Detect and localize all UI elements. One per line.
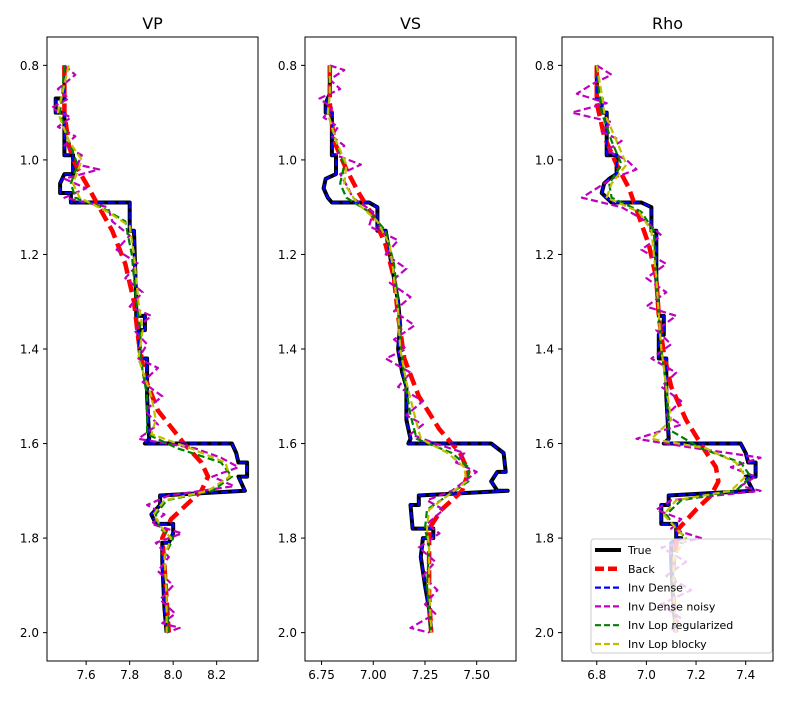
- panel-title: VP: [142, 14, 163, 33]
- x-tick-label: 7.00: [360, 668, 387, 682]
- y-tick-label: 1.4: [20, 343, 39, 357]
- x-tick-label: 7.50: [463, 668, 490, 682]
- series-back: [62, 65, 211, 633]
- axes-frame: [46, 36, 259, 662]
- series-back: [594, 65, 721, 633]
- legend-label-inv-lop-blocky: Inv Lop blocky: [628, 638, 707, 651]
- x-tick-label: 6.75: [308, 668, 335, 682]
- y-tick-label: 1.2: [20, 248, 39, 262]
- series-true: [53, 65, 250, 633]
- y-tick-label: 1.2: [535, 248, 554, 262]
- series-group: [570, 64, 762, 634]
- series-inv-dense-noisy: [50, 64, 240, 634]
- panel-title: VS: [400, 14, 421, 33]
- y-tick-label: 1.8: [20, 532, 39, 546]
- y-tick-label: 1.0: [278, 153, 297, 167]
- y-tick-label: 0.8: [20, 59, 39, 73]
- y-tick-label: 1.8: [535, 532, 554, 546]
- series-inv-dense: [322, 65, 509, 633]
- panel-rho: Rho 0.8 1.0 1.2 1.4 1.6 1.8 2.0 6.8 7.0 7.2 7.4 True…: [535, 14, 774, 682]
- series-inv-lop-blocky: [595, 65, 747, 633]
- panel-vp: VP 0.8 1.0 1.2 1.4 1.6 1.8 2.0 7.6 7.8 8.0 8.2: [20, 14, 259, 682]
- y-tick-label: 1.6: [20, 437, 39, 451]
- series-inv-lop-regularized: [326, 65, 470, 633]
- series-inv-lop-blocky: [56, 65, 231, 633]
- series-group: [318, 64, 510, 634]
- legend-label-inv-lop-regularized: Inv Lop regularized: [628, 619, 733, 632]
- y-tick-label: 1.8: [278, 532, 297, 546]
- y-tick-label: 1.6: [278, 437, 297, 451]
- legend: True Back Inv Dense Inv Dense noisy Inv Lop …: [590, 538, 773, 654]
- x-tick-label: 6.8: [587, 668, 606, 682]
- y-tick-label: 1.2: [278, 248, 297, 262]
- series-true: [321, 65, 510, 633]
- y-tick-label: 1.4: [535, 343, 554, 357]
- y-tick-label: 1.0: [535, 153, 554, 167]
- y-tick-label: 2.0: [278, 626, 297, 640]
- x-tick-label: 7.4: [736, 668, 755, 682]
- series-inv-dense: [54, 65, 249, 633]
- y-tick-label: 1.0: [20, 153, 39, 167]
- legend-label-back: Back: [628, 563, 655, 576]
- series-group: [50, 64, 250, 634]
- series-inv-lop-blocky: [326, 65, 468, 633]
- x-tick-label: 7.25: [412, 668, 439, 682]
- y-tick-label: 2.0: [20, 626, 39, 640]
- x-tick-label: 7.8: [120, 668, 139, 682]
- y-tick-label: 0.8: [278, 59, 297, 73]
- x-tick-label: 7.2: [687, 668, 706, 682]
- legend-label-inv-dense-noisy: Inv Dense noisy: [628, 600, 716, 613]
- panel-vs: VS 0.8 1.0 1.2 1.4 1.6 1.8 2.0 6.75 7.00 7.25 7.50: [278, 14, 517, 682]
- x-tick-label: 7.6: [77, 668, 96, 682]
- legend-label-inv-dense: Inv Dense: [628, 582, 683, 595]
- series-back: [327, 65, 471, 633]
- y-tick-label: 0.8: [535, 59, 554, 73]
- y-tick-label: 2.0: [535, 626, 554, 640]
- y-tick-label: 1.6: [535, 437, 554, 451]
- legend-box: [590, 538, 773, 654]
- x-tick-label: 7.0: [637, 668, 656, 682]
- panel-title: Rho: [652, 14, 683, 33]
- legend-label-true: True: [627, 544, 652, 557]
- x-tick-label: 8.2: [207, 668, 226, 682]
- series-inv-lop-regularized: [59, 65, 233, 633]
- x-tick-label: 8.0: [164, 668, 183, 682]
- y-tick-label: 1.4: [278, 343, 297, 357]
